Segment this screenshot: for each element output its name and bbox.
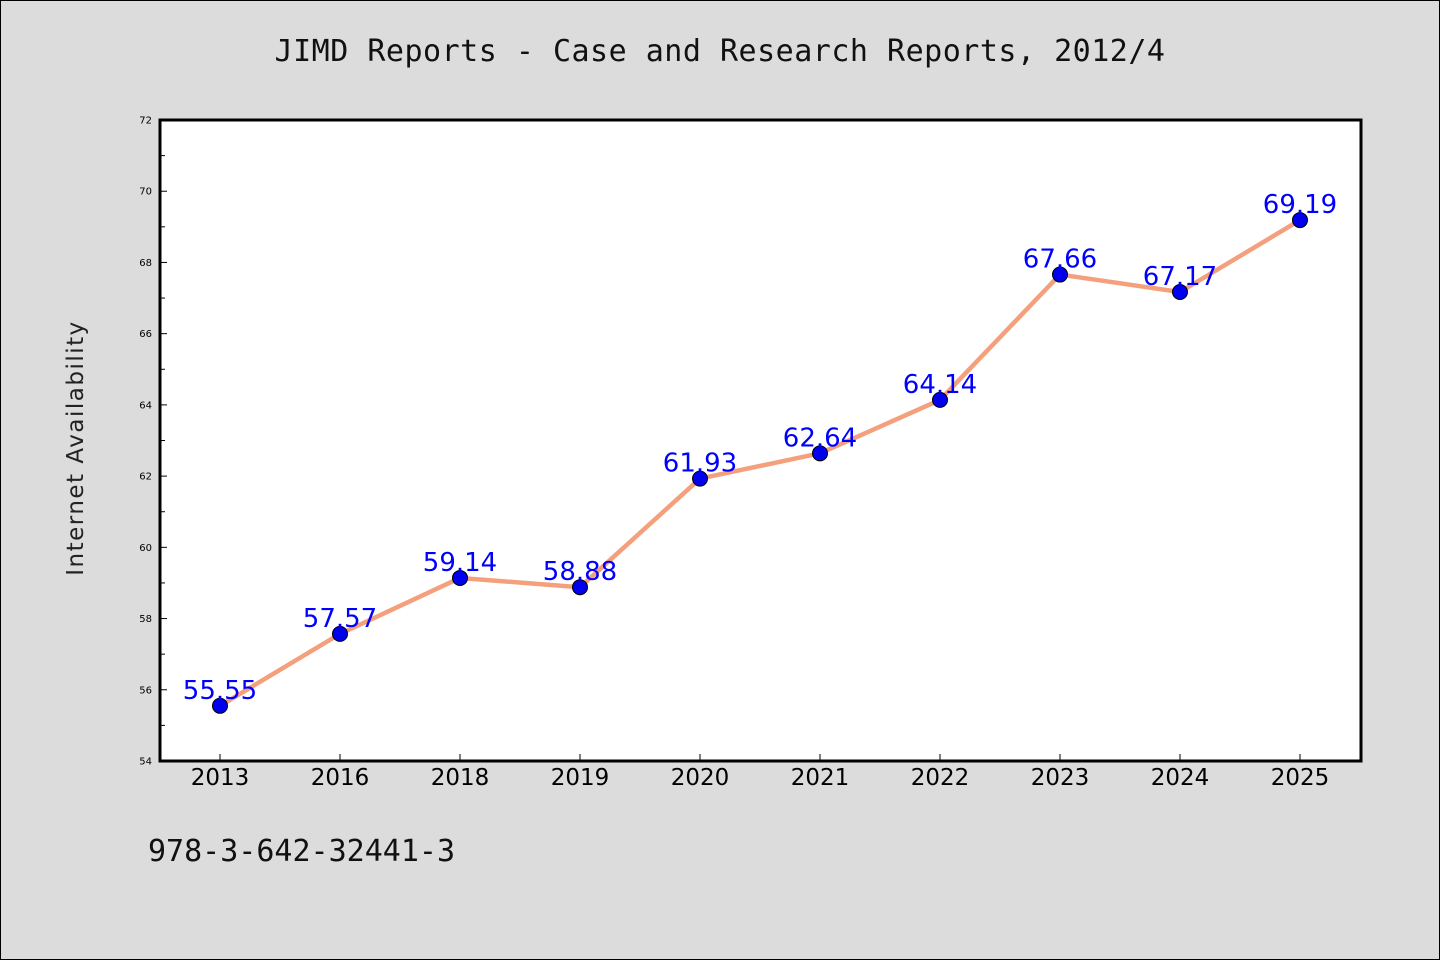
data-label: 64.14	[903, 370, 977, 400]
x-tick-label: 2020	[671, 765, 730, 791]
y-tick-label: 60	[139, 543, 152, 554]
data-label: 55.55	[183, 676, 257, 706]
y-tick-label: 66	[139, 329, 152, 340]
data-point	[812, 445, 828, 462]
data-point	[452, 569, 468, 586]
data-labels: 55.55 57.57 59.14 58.88 61.93 62.64 64.14 67.66…	[183, 190, 1337, 706]
y-tick-label: 56	[139, 685, 152, 696]
data-point	[332, 625, 348, 642]
data-label: 58.88	[543, 557, 617, 587]
y-tick-label: 70	[139, 187, 152, 198]
x-tick-label: 2022	[911, 765, 970, 791]
x-tick-label: 2023	[1031, 765, 1090, 791]
plot-area	[158, 118, 1363, 763]
x-tick-label: 2019	[551, 765, 610, 791]
data-point	[1052, 266, 1068, 283]
data-label: 61.93	[663, 449, 737, 479]
y-tick-label: 58	[139, 614, 152, 625]
x-tick-label: 2018	[431, 765, 490, 791]
data-point	[1172, 284, 1188, 301]
data-point	[212, 697, 228, 714]
chart-title: JIMD Reports - Case and Research Reports…	[274, 34, 1166, 69]
isbn-footer: 978-3-642-32441-3	[148, 834, 456, 869]
x-tick-label: 2013	[191, 765, 250, 791]
data-label: 59.14	[423, 548, 497, 578]
data-label: 57.57	[303, 604, 377, 634]
y-axis-ticks: 54 56 58 60 62 64 66 68 70 72	[139, 116, 167, 768]
data-label: 67.17	[1143, 262, 1217, 292]
data-label: 67.66	[1023, 245, 1097, 275]
series-layer	[212, 212, 1308, 714]
y-tick-label: 68	[139, 258, 152, 269]
data-label: 69.19	[1263, 190, 1337, 220]
data-point	[692, 470, 708, 487]
data-point	[572, 579, 588, 596]
y-tick-label: 64	[139, 400, 152, 411]
data-point	[932, 391, 948, 408]
x-tick-label: 2016	[311, 765, 370, 791]
series-line	[217, 217, 1303, 709]
data-point	[1292, 212, 1308, 229]
y-tick-label: 54	[139, 757, 152, 768]
y-tick-label: 72	[139, 116, 152, 127]
x-axis-ticks: 2013 2016 2018 2019 2020 2021 2022 2023 2024 2025	[191, 754, 1330, 791]
data-label: 62.64	[783, 423, 857, 453]
x-tick-label: 2021	[791, 765, 850, 791]
y-tick-label: 62	[139, 472, 152, 483]
x-tick-label: 2024	[1151, 765, 1210, 791]
x-tick-label: 2025	[1271, 765, 1330, 791]
